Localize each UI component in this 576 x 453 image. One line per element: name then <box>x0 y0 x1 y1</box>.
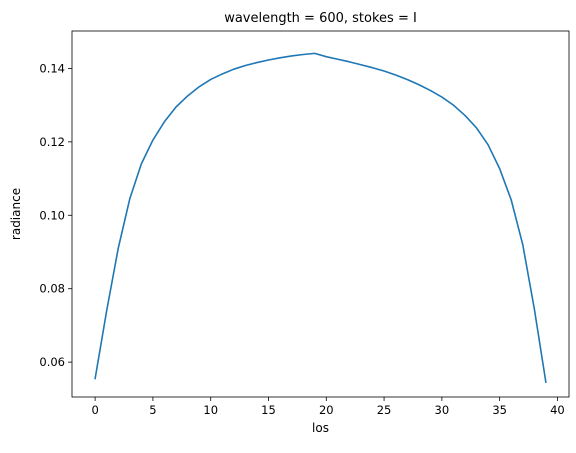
x-tick-label: 10 <box>203 403 218 417</box>
x-axis-label: los <box>312 421 329 435</box>
x-tick-label: 5 <box>149 403 156 417</box>
x-axis: 0 5 10 15 20 25 30 35 40 <box>91 397 565 417</box>
y-tick-label: 0.12 <box>39 135 65 149</box>
y-tick-label: 0.06 <box>39 355 65 369</box>
y-axis-label: radiance <box>9 188 23 240</box>
series-layer <box>94 52 547 384</box>
plot-frame <box>71 30 570 398</box>
y-tick-label: 0.10 <box>39 208 65 222</box>
x-tick-label: 35 <box>492 403 507 417</box>
x-tick-label: 25 <box>377 403 392 417</box>
chart-title: wavelength = 600, stokes = I <box>224 11 417 26</box>
y-tick-label: 0.08 <box>39 282 65 296</box>
y-axis: 0.06 0.08 0.10 0.12 0.14 <box>39 61 72 369</box>
series-line-0 <box>94 52 547 384</box>
plot-area <box>71 30 570 398</box>
y-tick-label: 0.14 <box>39 61 65 75</box>
x-tick-label: 20 <box>319 403 334 417</box>
x-tick-label: 40 <box>550 403 565 417</box>
x-tick-label: 30 <box>435 403 450 417</box>
x-tick-label: 15 <box>261 403 276 417</box>
x-tick-label: 0 <box>91 403 98 417</box>
